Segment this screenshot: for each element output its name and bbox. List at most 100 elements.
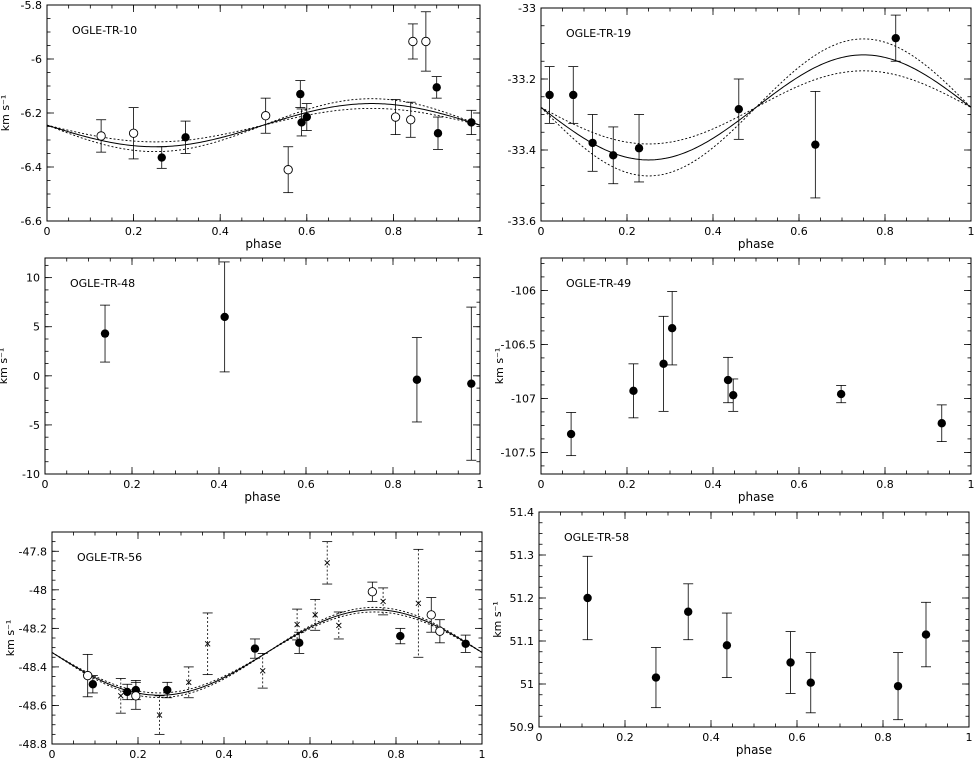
x-tick-label: 1 — [966, 731, 973, 744]
x-tick-label: 0.2 — [618, 478, 636, 491]
x-tick-label: 0 — [536, 731, 543, 744]
data-point-filled — [467, 379, 476, 388]
y-tick-label: -6.6 — [21, 215, 42, 228]
x-axis-label: phase — [244, 490, 280, 504]
y-tick-label: -106.5 — [501, 338, 536, 351]
data-point-open — [83, 670, 93, 681]
data-point-filled — [250, 644, 260, 653]
panel-1: 0 0.2 0.4 0.6 0.8 1 -33.6 -33.4 -33.2 -33 OGLE-TR-… — [508, 2, 975, 251]
x-tick-label: 0.4 — [704, 478, 722, 491]
x-tick-label: 1 — [968, 225, 975, 238]
data-point-filled — [461, 639, 470, 648]
x-tick-label: 0.8 — [874, 731, 892, 744]
x-tick-label: 0.2 — [129, 748, 147, 758]
x-tick-label: 0 — [49, 748, 56, 758]
data-point-open — [421, 36, 431, 47]
x-tick-label: 0 — [44, 225, 51, 238]
data-point-filled — [609, 151, 618, 160]
x-tick-label: 0.6 — [788, 731, 806, 744]
y-axis-label: km s⁻¹ — [4, 620, 17, 657]
data-point-filled — [433, 129, 443, 138]
data-point-filled — [891, 33, 900, 43]
panel-5: 0 0.2 0.4 0.6 0.8 1 50.9 51 51.1 51.2 51.3 51.4 OGLE… — [491, 506, 973, 757]
x-tick-label: 1 — [477, 478, 484, 491]
data-point-filled — [634, 144, 644, 153]
data-point-open — [390, 112, 401, 122]
y-axis-label: km s⁻¹ — [493, 348, 506, 385]
panel-3: 0 0.2 0.4 0.6 0.8 1 -107.5 -107 -106.5 -106 OGLE-T… — [493, 257, 975, 504]
y-tick-label: -33.2 — [508, 73, 536, 86]
data-point-filled — [396, 631, 405, 641]
data-point-cross — [294, 621, 300, 628]
data-point-filled — [836, 389, 846, 399]
x-tick-label: 0.6 — [297, 478, 315, 491]
x-tick-label: 0.4 — [215, 748, 233, 758]
data-point-open — [261, 111, 271, 121]
x-tick-label: 1 — [968, 478, 975, 491]
y-tick-label: -106 — [511, 284, 536, 297]
data-point-filled — [88, 680, 98, 689]
data-point-filled — [629, 386, 638, 396]
y-tick-label: 51.4 — [510, 506, 535, 519]
y-tick-label: -33.6 — [508, 215, 536, 228]
data-point-filled — [937, 419, 946, 428]
y-axis-label: km s⁻¹ — [0, 348, 10, 385]
data-point-cross — [259, 667, 266, 674]
data-point-filled — [295, 638, 304, 648]
panel-2: 0 0.2 0.4 0.6 0.8 1 -10 -5 0 5 10 OGLE-TR-48 phase km… — [0, 257, 484, 504]
y-axis-label: km s⁻¹ — [0, 95, 12, 132]
data-point-filled — [181, 133, 190, 142]
data-point-open — [131, 691, 141, 701]
orbit-fit-lower-envelope — [540, 70, 972, 145]
data-point-filled — [729, 390, 738, 400]
data-point-open — [406, 115, 416, 125]
plot-frame — [540, 257, 972, 475]
x-tick-label: 0.8 — [384, 478, 402, 491]
data-point-filled — [432, 83, 441, 92]
data-point-filled — [921, 630, 931, 639]
data-point-filled — [412, 375, 422, 384]
orbit-fit-lower-envelope — [51, 611, 483, 694]
y-tick-label: -107.5 — [501, 446, 536, 459]
x-tick-label: 0.8 — [385, 225, 403, 238]
x-tick-label: 0.2 — [616, 731, 634, 744]
y-tick-label: -10 — [22, 468, 40, 481]
data-point-filled — [659, 359, 668, 369]
data-point-cross — [156, 712, 163, 718]
data-point-filled — [297, 118, 306, 127]
y-tick-label: 51 — [520, 678, 534, 691]
data-point-open — [435, 626, 445, 636]
data-point-filled — [302, 112, 311, 122]
x-tick-label: 0.2 — [125, 225, 143, 238]
y-axis-label: km s⁻¹ — [491, 601, 504, 638]
data-point-filled — [722, 641, 732, 650]
panel-title: OGLE-TR-49 — [566, 277, 631, 290]
data-point-open — [128, 128, 139, 138]
panel-title: OGLE-TR-19 — [566, 27, 631, 40]
x-tick-label: 0 — [538, 225, 545, 238]
y-tick-label: -48.4 — [19, 661, 47, 674]
data-point-filled — [296, 89, 305, 99]
y-tick-label: -48.2 — [19, 622, 47, 635]
x-tick-label: 0.4 — [702, 731, 720, 744]
y-tick-label: -6 — [31, 53, 42, 66]
x-tick-label: 0.6 — [301, 748, 319, 758]
y-tick-label: 50.9 — [510, 721, 535, 734]
data-point-cross — [204, 640, 211, 647]
data-point-filled — [806, 678, 815, 687]
data-point-filled — [123, 687, 132, 697]
x-tick-label: 0.4 — [210, 478, 228, 491]
x-tick-label: 0.2 — [618, 225, 636, 238]
x-tick-label: 0.4 — [704, 225, 722, 238]
data-point-filled — [163, 685, 172, 695]
data-point-cross — [335, 622, 342, 629]
plot-frame — [538, 511, 970, 728]
x-tick-label: 0.2 — [123, 478, 141, 491]
y-tick-label: 5 — [33, 321, 40, 334]
data-point-cross — [312, 612, 318, 618]
y-tick-label: -33 — [518, 2, 536, 15]
data-point-filled — [566, 429, 576, 439]
data-point-filled — [588, 138, 597, 148]
orbit-fit-lower-envelope — [46, 107, 481, 143]
data-point-filled — [723, 375, 733, 385]
